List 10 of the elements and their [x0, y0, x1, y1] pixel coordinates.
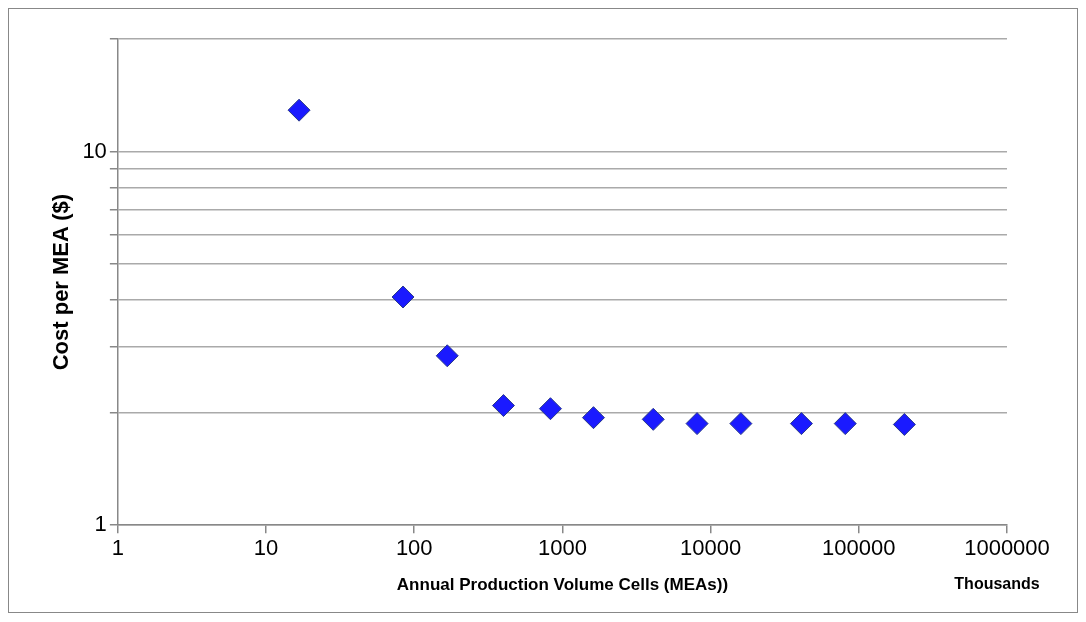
x-tick-label: 1000000 [964, 535, 1050, 561]
x-tick-label: 10000 [680, 535, 742, 561]
text: Thousands [954, 575, 1040, 593]
x-axis-title: Annual Production Volume Cells (MEAs)) [396, 575, 729, 595]
x-tick-label: 10 [253, 535, 279, 561]
x-tick-label: 100 [395, 535, 433, 561]
y-axis-title: Cost per MEA ($) [48, 193, 74, 371]
x-tick-label: 1000 [537, 535, 587, 561]
x-tick-label: 100000 [822, 535, 896, 561]
x-tick-label: 1 [111, 535, 124, 561]
